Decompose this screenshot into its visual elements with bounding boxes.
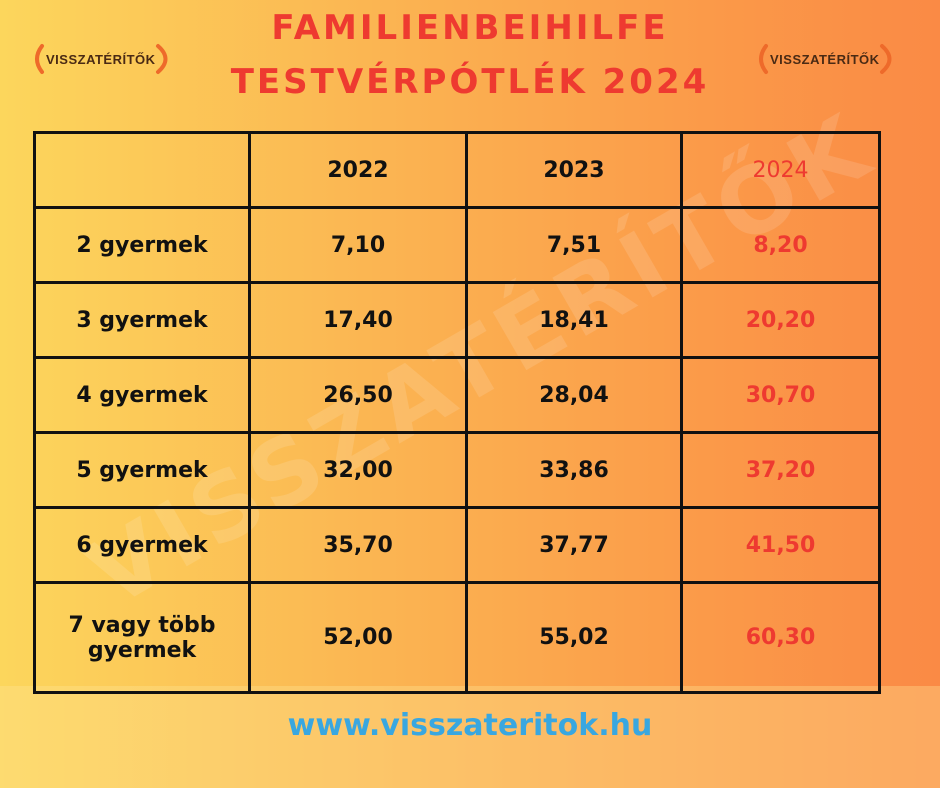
row-label-line2: gyermek bbox=[87, 637, 197, 663]
cell-2022: 32,00 bbox=[248, 431, 468, 509]
cell-2024: 37,20 bbox=[680, 431, 881, 509]
cell-2023: 33,86 bbox=[465, 431, 683, 509]
header-cell-empty bbox=[33, 131, 251, 209]
bottom-band bbox=[0, 686, 940, 788]
table-row: 2 gyermek 7,10 7,51 8,20 bbox=[33, 206, 881, 284]
cell-2023: 7,51 bbox=[465, 206, 683, 284]
cell-2022: 35,70 bbox=[248, 506, 468, 584]
row-label: 2 gyermek bbox=[33, 206, 251, 284]
logo-boomerang-icon bbox=[759, 44, 892, 74]
cell-2022: 52,00 bbox=[248, 581, 468, 694]
row-label: 7 vagy több gyermek bbox=[33, 581, 251, 694]
header-cell-2024: 2024 bbox=[680, 131, 881, 209]
row-label: 5 gyermek bbox=[33, 431, 251, 509]
cell-2023: 37,77 bbox=[465, 506, 683, 584]
header-cell-2022: 2022 bbox=[248, 131, 468, 209]
table-row: 6 gyermek 35,70 37,77 41,50 bbox=[33, 506, 881, 584]
cell-2022: 7,10 bbox=[248, 206, 468, 284]
cell-2024: 41,50 bbox=[680, 506, 881, 584]
cell-2023: 18,41 bbox=[465, 281, 683, 359]
logo-left: VISSZATÉRÍTŐK bbox=[30, 42, 175, 76]
cell-2022: 17,40 bbox=[248, 281, 468, 359]
page-title-line2: TESTVÉRPÓTLÉK 2024 bbox=[230, 62, 710, 102]
benefit-table: 2022 2023 2024 2 gyermek 7,10 7,51 8,20 … bbox=[33, 131, 881, 694]
cell-2022: 26,50 bbox=[248, 356, 468, 434]
page-title-line1: FAMILIENBEIHILFE bbox=[271, 8, 669, 48]
logo-text: VISSZATÉRÍTŐK bbox=[770, 51, 880, 67]
logo-boomerang-icon bbox=[35, 44, 168, 74]
cell-2024: 30,70 bbox=[680, 356, 881, 434]
table-row: 4 gyermek 26,50 28,04 30,70 bbox=[33, 356, 881, 434]
website-link[interactable]: www.visszateritok.hu bbox=[287, 708, 653, 743]
cell-2023: 28,04 bbox=[465, 356, 683, 434]
cell-2024: 20,20 bbox=[680, 281, 881, 359]
table-row: 3 gyermek 17,40 18,41 20,20 bbox=[33, 281, 881, 359]
row-label: 4 gyermek bbox=[33, 356, 251, 434]
table-header-row: 2022 2023 2024 bbox=[33, 131, 881, 209]
cell-2024: 8,20 bbox=[680, 206, 881, 284]
cell-2024: 60,30 bbox=[680, 581, 881, 694]
row-label-line1: 7 vagy több bbox=[68, 612, 216, 638]
logo-text: VISSZATÉRÍTŐK bbox=[46, 51, 156, 67]
table-row: 5 gyermek 32,00 33,86 37,20 bbox=[33, 431, 881, 509]
table-row: 7 vagy több gyermek 52,00 55,02 60,30 bbox=[33, 581, 881, 694]
header-cell-2023: 2023 bbox=[465, 131, 683, 209]
row-label: 6 gyermek bbox=[33, 506, 251, 584]
row-label: 3 gyermek bbox=[33, 281, 251, 359]
cell-2023: 55,02 bbox=[465, 581, 683, 694]
logo-right: VISSZATÉRÍTŐK bbox=[754, 42, 899, 76]
